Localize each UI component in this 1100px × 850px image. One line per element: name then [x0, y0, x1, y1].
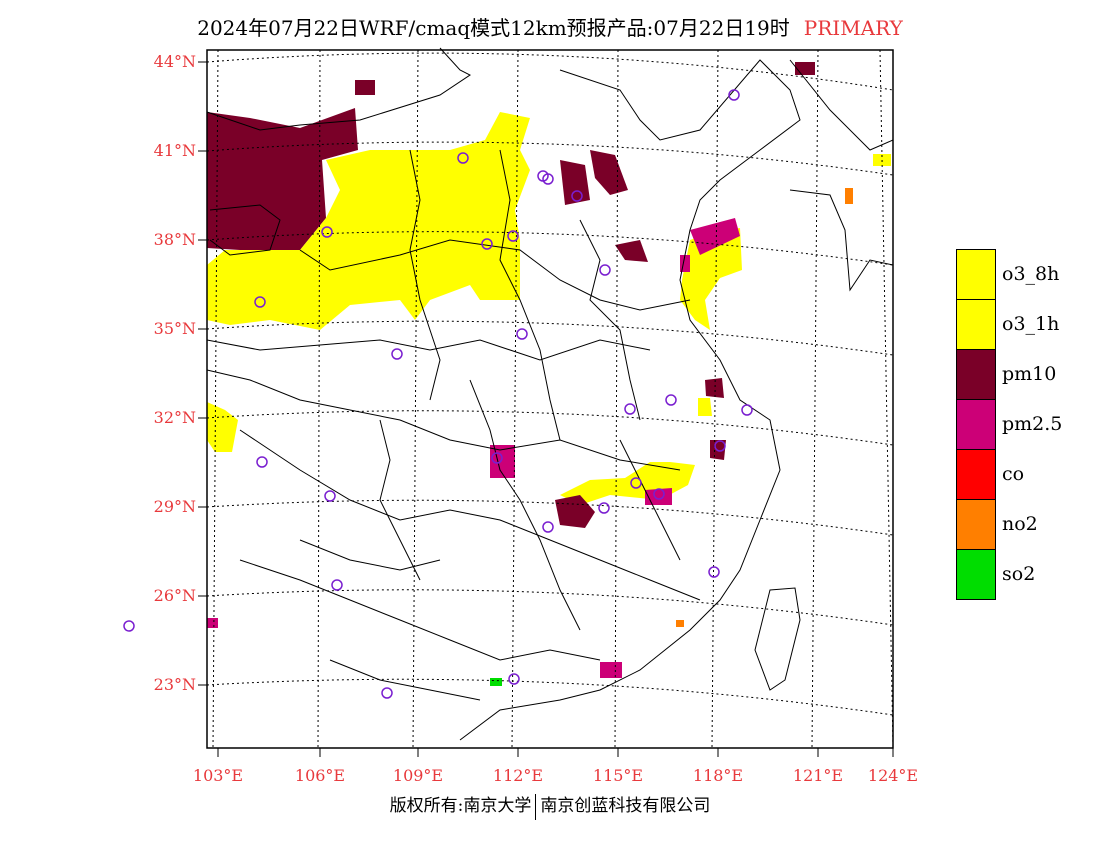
no2-patch-south [676, 620, 684, 627]
lat-label: 23°N [153, 675, 196, 694]
lat-label: 44°N [153, 52, 196, 71]
legend-swatch [956, 399, 996, 450]
legend-item-no2: no2 [956, 499, 1096, 550]
axis-ticks [198, 61, 894, 757]
legend-swatch [956, 499, 996, 550]
lat-label: 38°N [153, 230, 196, 249]
pm25-patches [207, 218, 740, 678]
o3-area-jiangsu [698, 398, 712, 416]
legend-swatch [956, 249, 996, 300]
lat-label: 29°N [153, 497, 196, 516]
o3-area-west [207, 402, 238, 452]
pm10-patches [355, 62, 815, 528]
boundaries [206, 47, 894, 741]
legend-label: pm10 [1002, 363, 1057, 385]
lon-label: 112°E [492, 766, 544, 785]
lat-label: 41°N [153, 141, 196, 160]
title-tag: PRIMARY [803, 16, 903, 40]
lon-label: 106°E [294, 766, 346, 785]
legend: o3_8h o3_1h pm10 pm2.5 co no2 so2 [956, 249, 1096, 600]
title-main: 2024年07月22日WRF/cmaq模式12km预报产品:07月22日19时 [197, 16, 790, 40]
pollution-areas [207, 62, 891, 686]
copyright-footer: 版权所有:南京大学 南京创蓝科技有限公司 [0, 791, 1100, 820]
legend-label: o3_1h [1002, 313, 1060, 335]
legend-item-pm25: pm2.5 [956, 399, 1096, 450]
graticule [206, 49, 894, 749]
legend-swatch [956, 549, 996, 600]
legend-item-pm10: pm10 [956, 349, 1096, 400]
lon-label: 118°E [692, 766, 744, 785]
plot-frame [206, 49, 894, 749]
copyright-right: 南京创蓝科技有限公司 [540, 796, 711, 816]
legend-item-so2: so2 [956, 549, 1096, 600]
legend-label: no2 [1002, 513, 1038, 535]
lon-label: 109°E [392, 766, 444, 785]
lat-label: 35°N [153, 319, 196, 338]
lon-label: 115°E [592, 766, 644, 785]
legend-swatch [956, 299, 996, 350]
legend-swatch [956, 349, 996, 400]
station-markers [123, 89, 753, 699]
legend-item-co: co [956, 449, 1096, 500]
lat-label: 26°N [153, 586, 196, 605]
legend-label: o3_8h [1002, 263, 1060, 285]
legend-label: pm2.5 [1002, 413, 1063, 435]
o3-area-north [207, 112, 530, 330]
lat-label: 32°N [153, 408, 196, 427]
o3-area-coast [680, 228, 742, 330]
map-title: 2024年07月22日WRF/cmaq模式12km预报产品:07月22日19时 P… [0, 12, 1100, 41]
copyright-left: 版权所有:南京大学 [389, 796, 532, 816]
so2-patch [490, 678, 502, 686]
lon-label: 103°E [192, 766, 244, 785]
footer-separator [535, 793, 537, 820]
pm10-area-northwest [207, 108, 358, 250]
legend-label: co [1002, 463, 1025, 485]
legend-swatch [956, 449, 996, 500]
legend-item-o3-1h: o3_1h [956, 299, 1096, 350]
no2-patch-east [845, 188, 853, 204]
legend-item-o3-8h: o3_8h [956, 249, 1096, 300]
legend-label: so2 [1002, 563, 1036, 585]
lon-label: 121°E [792, 766, 844, 785]
lon-label: 124°E [867, 766, 919, 785]
